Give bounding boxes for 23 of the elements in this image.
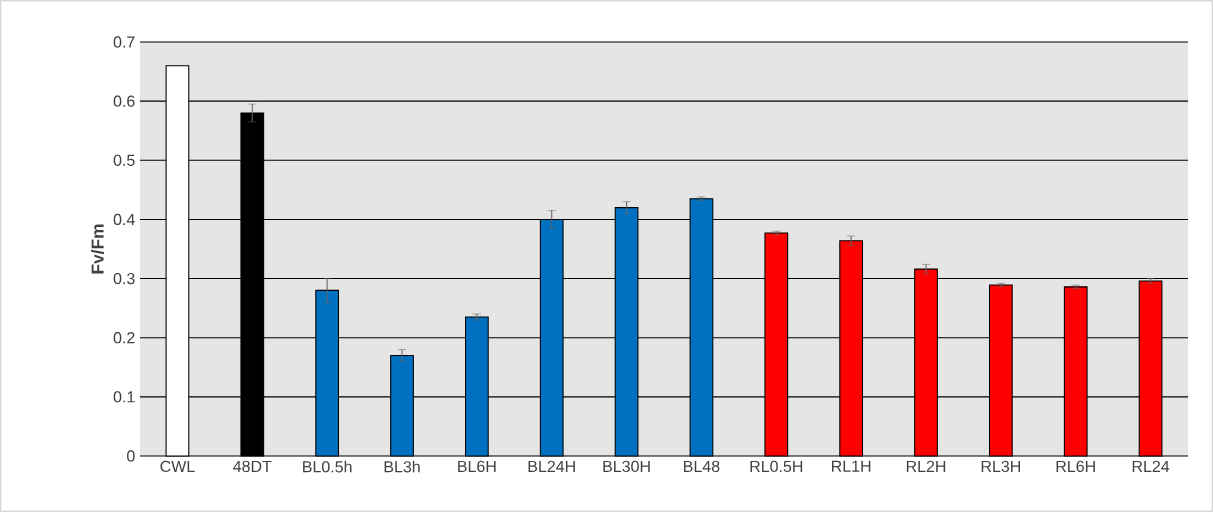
- x-tick-label: RL2H: [906, 460, 946, 472]
- x-tick-label: CWL: [160, 460, 195, 473]
- x-tick-label: RL1H: [832, 460, 871, 472]
- y-tick-label: 0.7: [113, 36, 135, 48]
- y-tick-label: 0: [127, 450, 135, 462]
- x-tick-label: RL6H: [1056, 460, 1095, 473]
- x-tick-label: RL24: [1132, 460, 1170, 472]
- x-tick-label: BL30H: [603, 460, 650, 473]
- y-tick-label: 0.6: [113, 95, 135, 107]
- y-tick-label: 0.2: [113, 332, 135, 344]
- y-tick-label: 0.4: [113, 213, 135, 226]
- x-tick-label: BL0.5h: [303, 460, 352, 473]
- y-tick-label: 0.3: [113, 272, 135, 285]
- x-tick-label: 48DT: [233, 460, 272, 473]
- y-tick-label: 0.5: [113, 154, 135, 166]
- y-tick-label: 0.1: [113, 391, 135, 403]
- x-tick-label: BL6H: [458, 460, 496, 473]
- x-tick-label: RL3H: [981, 460, 1020, 473]
- x-tick-label: BL3h: [384, 460, 420, 473]
- x-tick-label: BL24H: [528, 460, 575, 472]
- x-tick-label: RL0.5H: [750, 460, 803, 473]
- x-tick-label: BL48: [684, 460, 720, 473]
- y-axis-title: Fv/Fm: [90, 224, 104, 274]
